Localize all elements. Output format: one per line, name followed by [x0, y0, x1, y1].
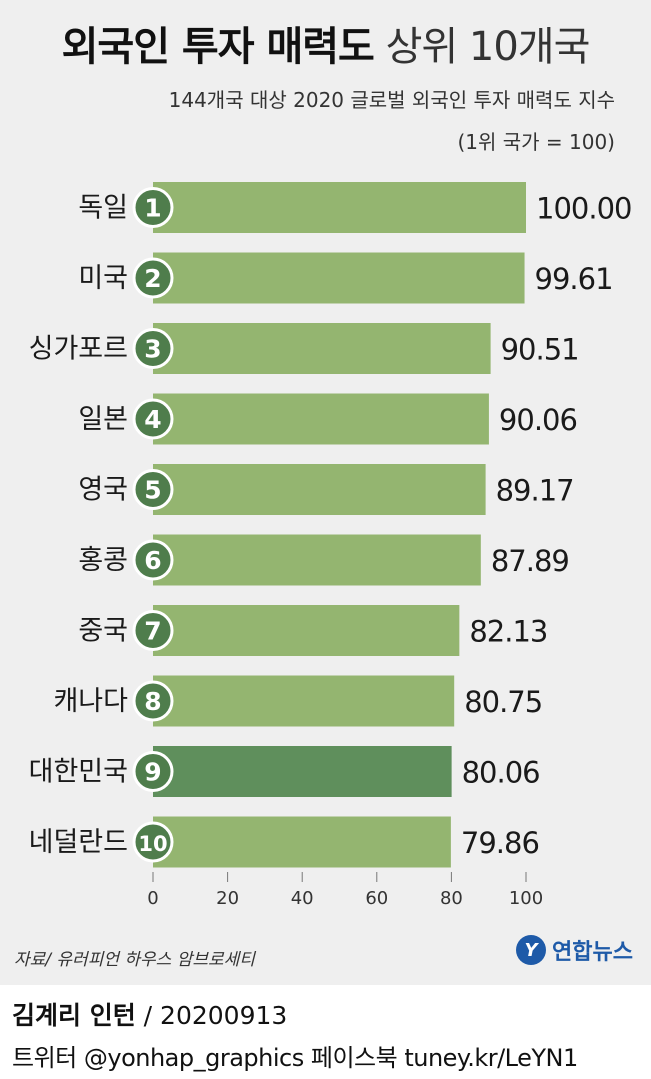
x-tick-label: 40 [291, 888, 314, 909]
yonhap-logo: Y 연합뉴스 [516, 934, 633, 966]
credit-name: 김계리 인턴 [12, 1001, 136, 1030]
title-main: 외국인 투자 매력도 [61, 24, 375, 70]
x-tick-label: 20 [216, 888, 239, 909]
chart-note: (1위 국가 = 100) [457, 130, 615, 154]
rank-badge [132, 680, 174, 722]
value-label: 80.75 [464, 685, 542, 719]
value-label: 89.17 [496, 474, 574, 508]
category-label: 영국 [78, 475, 128, 506]
bar [153, 393, 489, 445]
credit-date: / 20200913 [143, 1001, 288, 1030]
x-tick-label: 80 [440, 888, 463, 909]
rank-badge [132, 257, 174, 299]
category-label: 싱가포르 [29, 334, 128, 365]
x-tick-label: 60 [365, 888, 388, 909]
rank-badge [132, 328, 174, 369]
bar [153, 464, 486, 515]
chart-title: 외국인 투자 매력도 상위 10개국 [0, 14, 651, 72]
value-label: 80.06 [462, 756, 540, 790]
rank-label: 9 [144, 758, 161, 787]
value-label: 100.00 [536, 192, 631, 226]
bar [153, 534, 481, 586]
rank-badge [132, 398, 174, 440]
category-label: 홍콩 [78, 545, 128, 576]
bar [153, 323, 491, 374]
source-label: 자료/ 유러피언 하우스 암브로세티 [14, 950, 255, 970]
logo-text: 연합뉴스 [552, 940, 633, 965]
chart-subtitle: 144개국 대상 2020 글로벌 외국인 투자 매력도 지수 [168, 88, 615, 112]
bar [153, 182, 526, 233]
bar [153, 252, 525, 304]
social-links: 트위터 @yonhap_graphics 페이스북 tuney.kr/LeYN1 [12, 1044, 578, 1072]
category-label: 미국 [78, 263, 128, 294]
bar [153, 605, 460, 656]
rank-badge [132, 821, 174, 863]
value-label: 87.89 [491, 544, 569, 578]
value-label: 90.06 [499, 403, 577, 437]
bar [153, 816, 451, 868]
bar [153, 746, 452, 797]
rank-badge [132, 469, 174, 510]
rank-label: 5 [144, 476, 161, 505]
rank-label: 1 [144, 194, 161, 223]
value-label: 79.86 [461, 826, 539, 860]
category-label: 대한민국 [29, 757, 128, 788]
rank-label: 2 [144, 264, 161, 293]
rank-label: 6 [144, 546, 161, 575]
rank-label: 10 [138, 832, 167, 856]
category-label: 캐나다 [53, 686, 128, 717]
value-label: 82.13 [469, 615, 547, 649]
rank-label: 4 [144, 405, 161, 434]
x-tick-label: 0 [147, 888, 158, 909]
x-tick-label: 100 [509, 888, 543, 909]
value-label: 90.51 [501, 333, 579, 367]
bar [153, 675, 455, 727]
credit-line: 김계리 인턴 / 20200913 [12, 996, 287, 1032]
category-label: 독일 [78, 193, 128, 224]
rank-badge [132, 187, 174, 228]
yonhap-logo-icon: Y [516, 935, 547, 965]
rank-label: 7 [144, 617, 161, 646]
category-label: 중국 [78, 616, 128, 647]
rank-label: 8 [144, 687, 161, 716]
category-label: 일본 [78, 404, 128, 435]
category-label: 네덜란드 [29, 827, 128, 858]
value-label: 99.61 [535, 262, 613, 296]
rank-label: 3 [144, 335, 161, 364]
rank-badge [132, 539, 174, 581]
rank-badge [132, 751, 174, 792]
title-sub: 상위 10개국 [385, 24, 591, 70]
rank-badge [132, 610, 174, 651]
